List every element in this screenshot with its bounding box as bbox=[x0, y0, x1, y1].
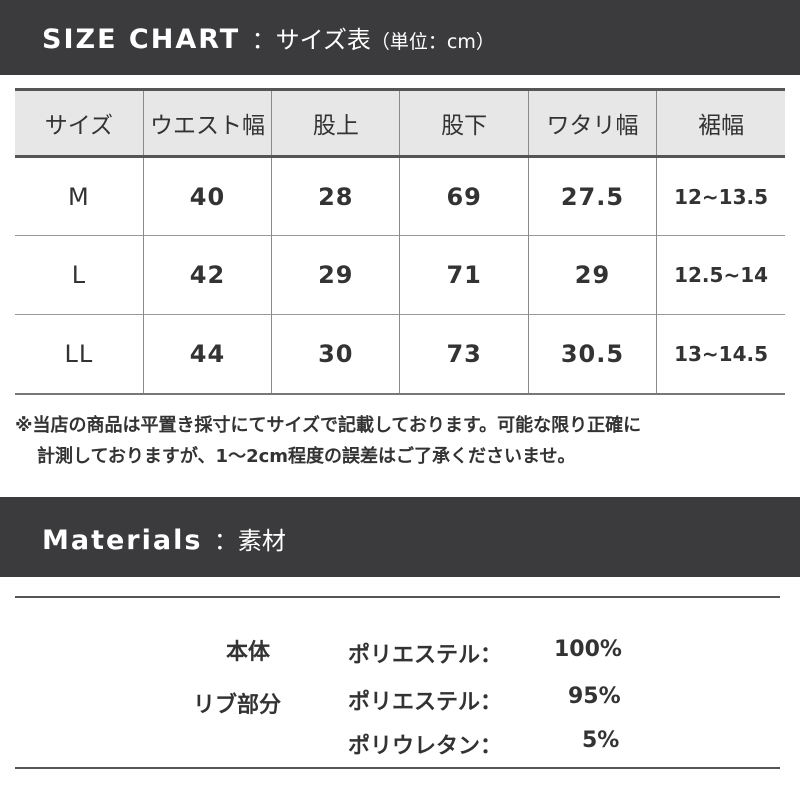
table-row: L 42 29 71 29 12.5~14 bbox=[15, 235, 785, 315]
cell: M bbox=[68, 182, 90, 211]
cell: 40 bbox=[142, 156, 272, 236]
unit-label: （単位：cm） bbox=[370, 31, 495, 53]
subtitle: サイズ表 bbox=[275, 26, 371, 54]
rib-percent-2: 5% bbox=[582, 728, 620, 753]
divider bbox=[15, 767, 780, 769]
measurement-note: ※当店の商品は平置き採寸にてサイズで記載しております。可能な限り正確に 計測して… bbox=[15, 410, 795, 472]
cell: 29 bbox=[271, 235, 400, 315]
title-text: SIZE CHART bbox=[42, 24, 241, 55]
cell: 29 bbox=[527, 235, 657, 315]
cell: L bbox=[71, 261, 87, 289]
materials-header: Materials ：素材 bbox=[0, 497, 800, 577]
header-cell: ワタリ幅 bbox=[527, 89, 657, 157]
size-table: サイズ ウエスト幅 股上 股下 ワタリ幅 裾幅 M 40 28 69 27.5 … bbox=[15, 88, 785, 395]
cell: 12.5~14 bbox=[656, 235, 785, 315]
title-text: Materials bbox=[42, 525, 203, 556]
header-cell: サイズ bbox=[44, 113, 114, 139]
divider bbox=[15, 596, 780, 598]
body-material: ポリエステル： bbox=[348, 643, 503, 668]
rib-label: リブ部分 bbox=[193, 693, 282, 718]
note-line: ※当店の商品は平置き採寸にてサイズで記載しております。可能な限り正確に bbox=[15, 415, 642, 436]
cell: 13~14.5 bbox=[656, 314, 785, 394]
cell: 12~13.5 bbox=[656, 156, 785, 236]
cell: LL bbox=[64, 339, 94, 368]
note-line: 計測しておりますが、1〜2cm程度の誤差はご了承くださいませ。 bbox=[37, 446, 576, 467]
body-label: 本体 bbox=[226, 640, 271, 665]
header-cell: ウエスト幅 bbox=[142, 89, 272, 157]
table-row: M 40 28 69 27.5 12~13.5 bbox=[15, 156, 785, 236]
materials-title: Materials ：素材 bbox=[42, 521, 286, 556]
cell: 73 bbox=[399, 314, 529, 394]
cell: 44 bbox=[142, 314, 272, 394]
size-chart-header: SIZE CHART ：サイズ表（単位：cm） bbox=[0, 0, 800, 75]
table-header-row: サイズ ウエスト幅 股上 股下 ワタリ幅 裾幅 bbox=[15, 89, 785, 157]
cell: 71 bbox=[399, 235, 529, 315]
body-percent: 100% bbox=[554, 637, 622, 662]
separator: ： bbox=[251, 26, 276, 54]
cell: 28 bbox=[271, 156, 400, 236]
header-cell: 股下 bbox=[399, 89, 529, 157]
cell: 42 bbox=[142, 235, 272, 315]
rib-material-1: ポリエステル： bbox=[348, 690, 503, 715]
cell: 30 bbox=[271, 314, 400, 394]
separator: ： bbox=[213, 527, 238, 555]
header-cell: 裾幅 bbox=[656, 89, 785, 157]
header-cell: 股上 bbox=[271, 89, 400, 157]
rib-percent-1: 95% bbox=[568, 684, 621, 709]
cell: 30.5 bbox=[527, 314, 657, 394]
cell: 27.5 bbox=[527, 156, 657, 236]
size-chart-title: SIZE CHART ：サイズ表（単位：cm） bbox=[42, 20, 495, 55]
rib-material-2: ポリウレタン： bbox=[348, 734, 503, 759]
table-row: LL 44 30 73 30.5 13~14.5 bbox=[15, 314, 785, 394]
subtitle: 素材 bbox=[237, 527, 286, 555]
cell: 69 bbox=[399, 156, 529, 236]
